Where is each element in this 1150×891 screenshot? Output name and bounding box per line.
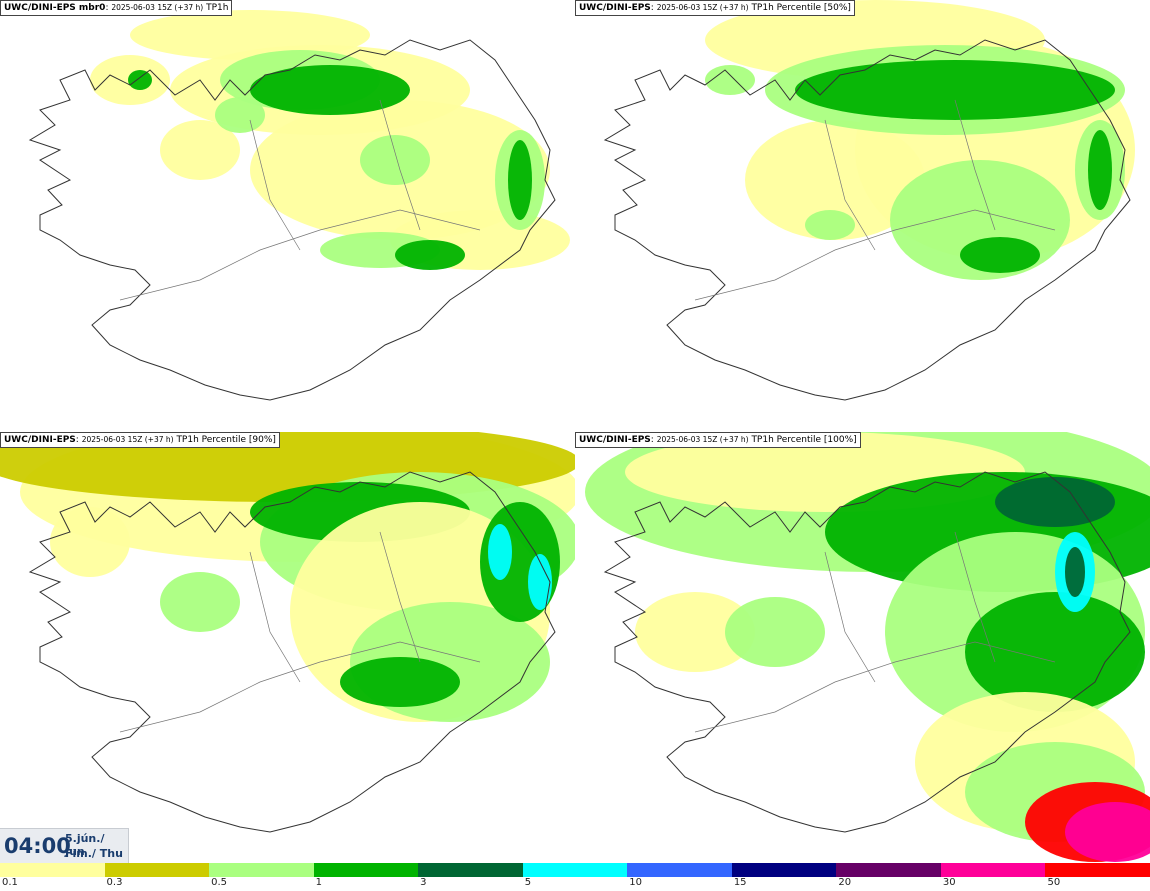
colorbar-segment (522, 863, 628, 877)
panel-title: UWC/DINI-EPS: 2025-06-03 15Z (+37 h) TP1… (0, 432, 280, 448)
colorbar-segment (104, 863, 210, 877)
colorbar-tick-label: 30 (942, 877, 956, 888)
precip-map (585, 432, 1150, 862)
colorbar-segment (836, 863, 941, 877)
field-label: TP1h Percentile [100%] (751, 435, 857, 445)
precip-blob (795, 60, 1115, 120)
map-panel-mbr0: UWC/DINI-EPS mbr0: 2025-06-03 15Z (+37 h… (0, 0, 575, 430)
map-panel-p50: UWC/DINI-EPS: 2025-06-03 15Z (+37 h) TP1… (575, 0, 1150, 430)
road-lines (694, 99, 1056, 301)
run-label: 2025-06-03 15Z (+37 h) (656, 3, 749, 12)
precip-blob (528, 554, 552, 610)
road-lines (694, 531, 1056, 733)
precip-blob (160, 572, 240, 632)
map-panel-p100: UWC/DINI-EPS: 2025-06-03 15Z (+37 h) TP1… (575, 432, 1150, 862)
precip-map (28, 10, 570, 401)
field-label: TP1h (206, 3, 229, 13)
colorbar-tick-label: 20 (838, 877, 852, 888)
precip-blob (340, 657, 460, 707)
iceland-coastline (28, 39, 556, 401)
colorbar (0, 863, 1150, 877)
precip-blob (725, 597, 825, 667)
model-label: UWC/DINI-EPS (579, 435, 651, 445)
run-label: 2025-06-03 15Z (+37 h) (111, 3, 204, 12)
run-label: 2025-06-03 15Z (+37 h) (656, 435, 749, 444)
road-lines (119, 531, 481, 733)
colorbar-tick-label: 50 (1047, 877, 1061, 888)
panel-title: UWC/DINI-EPS: 2025-06-03 15Z (+37 h) TP1… (575, 0, 855, 16)
precip-field (0, 432, 575, 722)
run-label: 2025-06-03 15Z (+37 h) (81, 435, 174, 444)
precip-blob (965, 592, 1145, 712)
colorbar-segment (418, 863, 523, 877)
iceland-coastline (603, 39, 1131, 401)
precip-blob (1088, 130, 1112, 210)
precip-field (90, 10, 570, 270)
valid-weekday: Fim./ Thu (65, 847, 123, 860)
colorbar-tick-label: 0.3 (106, 877, 123, 888)
precip-blob (705, 65, 755, 95)
colorbar-tick-label: 15 (733, 877, 747, 888)
precip-blob (128, 70, 152, 90)
precip-blob (745, 120, 925, 240)
panel-title: UWC/DINI-EPS mbr0: 2025-06-03 15Z (+37 h… (0, 0, 233, 16)
precip-map (603, 0, 1135, 401)
precip-blob (635, 592, 755, 672)
valid-date: 5.jún./ Jun (65, 832, 105, 858)
map-panel-p90: UWC/DINI-EPS: 2025-06-03 15Z (+37 h) TP1… (0, 432, 575, 862)
colorbar-tick-label: 0.1 (2, 877, 18, 888)
precip-map (0, 432, 575, 833)
iceland-coastline (28, 471, 556, 833)
precip-blob (805, 210, 855, 240)
model-label: UWC/DINI-EPS (579, 3, 651, 13)
colorbar-tick-label: 5 (524, 877, 532, 888)
precip-blob (995, 477, 1115, 527)
precip-blob (360, 135, 430, 185)
precip-blob (250, 65, 410, 115)
colorbar-tick-label: 0.5 (211, 877, 227, 888)
colorbar-ticks: 0.1 0.3 0.5 1 3 5 10 15 20 30 50 (0, 877, 1150, 891)
precip-blob (395, 240, 465, 270)
colorbar-segment (209, 863, 314, 877)
colorbar-tick-label: 3 (420, 877, 427, 888)
precip-blob (508, 140, 532, 220)
precip-blob (1065, 547, 1085, 597)
field-label: TP1h Percentile [50%] (751, 3, 851, 13)
colorbar-segment (731, 863, 837, 877)
precip-field (705, 0, 1135, 280)
road-lines (119, 99, 481, 301)
colorbar-tick-label: 1 (315, 877, 322, 888)
colorbar-segment (627, 863, 732, 877)
precip-blob (50, 507, 130, 577)
precip-blob (160, 120, 240, 180)
colorbar-segment (0, 863, 105, 877)
iceland-coastline (603, 471, 1131, 833)
model-label: UWC/DINI-EPS mbr0 (4, 3, 106, 13)
colorbar-segment (940, 863, 1046, 877)
field-label: TP1h Percentile [90%] (176, 435, 276, 445)
valid-time-box: 04:00 5.jún./ Jun Fim./ Thu (0, 828, 129, 863)
precip-blob (215, 97, 265, 133)
colorbar-segment (1045, 863, 1150, 877)
precip-blob (960, 237, 1040, 273)
precip-blob (488, 524, 512, 580)
valid-time: 04:00 (4, 834, 71, 858)
precip-field (585, 432, 1150, 862)
colorbar-tick-label: 10 (629, 877, 642, 888)
precip-blob (1065, 802, 1150, 862)
panel-title: UWC/DINI-EPS: 2025-06-03 15Z (+37 h) TP1… (575, 432, 861, 448)
model-label: UWC/DINI-EPS (4, 435, 76, 445)
colorbar-segment (313, 863, 419, 877)
